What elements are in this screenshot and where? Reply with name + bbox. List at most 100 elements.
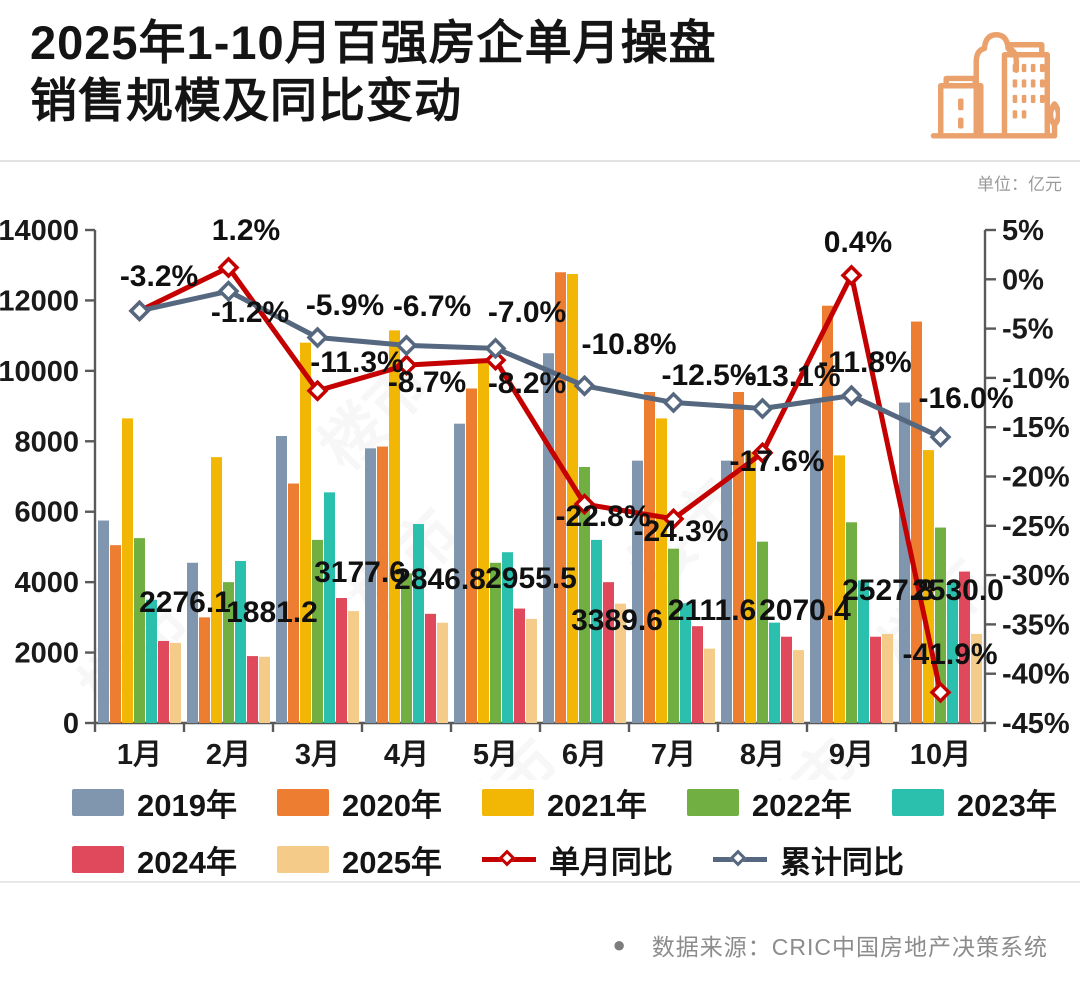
bar-2020年-1月 xyxy=(110,545,121,723)
monthly-yoy-label: 1.2% xyxy=(212,214,280,247)
bar-2023年-2月 xyxy=(235,561,246,723)
bar-2025-value-label: 3177.6 xyxy=(314,556,406,589)
monthly-yoy-label: -3.2% xyxy=(120,260,198,293)
source-text: 数据来源：CRIC中国房地产决策系统 xyxy=(651,934,1048,960)
bar-2021年-3月 xyxy=(300,342,311,723)
title-line-1: 2025年1-10月百强房企单月操盘 xyxy=(30,16,717,69)
bar-2022年-4月 xyxy=(401,573,412,723)
buildings-icon xyxy=(930,32,1060,139)
legend-swatch xyxy=(72,789,124,816)
monthly-yoy-label: -17.6% xyxy=(729,445,824,478)
bar-2025-value-label: 2527.8 xyxy=(842,574,934,607)
bar-2023年-4月 xyxy=(413,524,424,723)
bar-2025年-8月 xyxy=(793,650,804,723)
bar-2024年-10月 xyxy=(959,571,970,723)
legend-swatch xyxy=(891,789,944,816)
bar-2025年-1月 xyxy=(170,642,181,723)
right-tick-label: 5% xyxy=(1002,215,1044,247)
bar-2019年-1月 xyxy=(98,520,109,723)
cumulative-yoy-label: -11.8% xyxy=(818,346,911,379)
right-tick-label: -5% xyxy=(1002,314,1054,346)
bar-2025-value-label: 2846.8 xyxy=(394,563,486,596)
marker-单月同比-9月 xyxy=(840,264,863,287)
monthly-yoy-label: -24.3% xyxy=(633,515,728,548)
month-label: 8月 xyxy=(740,739,785,771)
marker-单月同比-8月 xyxy=(751,441,774,464)
sales-yoy-combo-chart: 楼市楼市楼市楼市楼市楼市楼市楼市140001200010000800060004… xyxy=(0,214,1070,780)
bar-2019年-9月 xyxy=(810,402,821,723)
bar-2023年-7月 xyxy=(680,603,691,723)
month-label: 3月 xyxy=(295,739,340,771)
legend-line-symbol xyxy=(712,846,767,873)
legend-item-单月同比: 单月同比 xyxy=(481,837,673,882)
right-tick-label: -10% xyxy=(1002,363,1070,395)
bar-2022年-7月 xyxy=(668,548,679,723)
bar-2023年-6月 xyxy=(591,539,602,723)
bar-2022年-3月 xyxy=(312,539,323,723)
legend-label: 2020年 xyxy=(341,788,442,823)
bar-2025-value-label: 1881.2 xyxy=(226,596,318,629)
cumulative-yoy-label: -12.5% xyxy=(661,359,756,392)
legend-swatch xyxy=(72,846,124,873)
monthly-yoy-label: -8.2% xyxy=(488,367,566,400)
left-tick-label: 10000 xyxy=(0,356,79,388)
bar-2024年-2月 xyxy=(247,656,258,723)
left-tick-label: 0 xyxy=(63,708,79,740)
bar-2022年-5月 xyxy=(490,562,501,723)
bar-2024年-7月 xyxy=(692,626,703,723)
marker-累计同比-9月 xyxy=(840,384,863,407)
bar-2021年-6月 xyxy=(567,274,578,723)
bar-2021年-9月 xyxy=(834,455,845,723)
month-label: 2月 xyxy=(206,739,251,771)
bar-2019年-10月 xyxy=(899,402,910,723)
legend-label: 2019年 xyxy=(137,788,237,823)
line-累计同比 xyxy=(138,288,942,440)
monthly-yoy-label: -8.7% xyxy=(388,366,466,399)
right-tick-label: -15% xyxy=(1002,412,1070,444)
bar-2023年-9月 xyxy=(858,580,869,723)
bar-2024年-8月 xyxy=(781,636,792,723)
bar-2019年-4月 xyxy=(365,448,376,723)
bar-2023年-8月 xyxy=(769,622,780,723)
marker-单月同比-3月 xyxy=(306,379,329,402)
bar-2019年-3月 xyxy=(276,436,287,723)
cumulative-yoy-label: -7.0% xyxy=(488,296,566,329)
marker-单月同比-5月 xyxy=(484,349,507,372)
bar-2024年-1月 xyxy=(158,640,169,723)
bar-2020年-10月 xyxy=(911,321,922,723)
bar-2019年-7月 xyxy=(632,460,643,723)
bar-2025-value-label: 2111.6 xyxy=(668,594,756,627)
cumulative-yoy-label: -1.2% xyxy=(211,296,289,329)
bullet-icon: ● xyxy=(612,932,626,957)
chart-legend: 2019年 2020年 2021年 2022年 2023年 2024年 2025年 单月同比 累… xyxy=(72,780,1057,882)
bar-2025年-4月 xyxy=(437,622,448,723)
legend-item-2019年: 2019年 xyxy=(72,780,237,825)
bar-2023年-10月 xyxy=(947,582,958,723)
marker-累计同比-8月 xyxy=(751,397,774,420)
left-tick-label: 8000 xyxy=(14,426,79,458)
legend-label: 2025年 xyxy=(341,845,442,880)
bar-2022年-6月 xyxy=(579,466,590,723)
marker-单月同比-2月 xyxy=(217,256,240,279)
legend-row: 2019年 2020年 2021年 2022年 2023年 xyxy=(72,780,1057,825)
bar-2021年-8月 xyxy=(745,451,756,723)
marker-累计同比-10月 xyxy=(929,426,952,449)
month-label: 10月 xyxy=(910,739,971,771)
left-tick-label: 14000 xyxy=(0,215,79,247)
left-tick-label: 2000 xyxy=(14,638,79,670)
marker-单月同比-7月 xyxy=(662,507,685,530)
right-tick-label: -25% xyxy=(1002,511,1070,543)
legend-item-2020年: 2020年 xyxy=(276,780,442,825)
legend-item-2024年: 2024年 xyxy=(72,837,237,882)
right-tick-label: 0% xyxy=(1002,264,1044,296)
source-footer: ● 数据来源：CRIC中国房地产决策系统 xyxy=(612,928,1048,962)
legend-label: 2023年 xyxy=(956,788,1057,823)
bar-2025年-5月 xyxy=(526,618,537,723)
bar-2022年-9月 xyxy=(846,522,857,723)
bar-2021年-5月 xyxy=(478,358,489,723)
monthly-yoy-label: -41.9% xyxy=(902,638,997,671)
monthly-yoy-label: 0.4% xyxy=(824,226,892,259)
bar-2023年-5月 xyxy=(502,552,513,723)
bar-2020年-7月 xyxy=(644,391,655,723)
marker-累计同比-2月 xyxy=(217,280,240,303)
